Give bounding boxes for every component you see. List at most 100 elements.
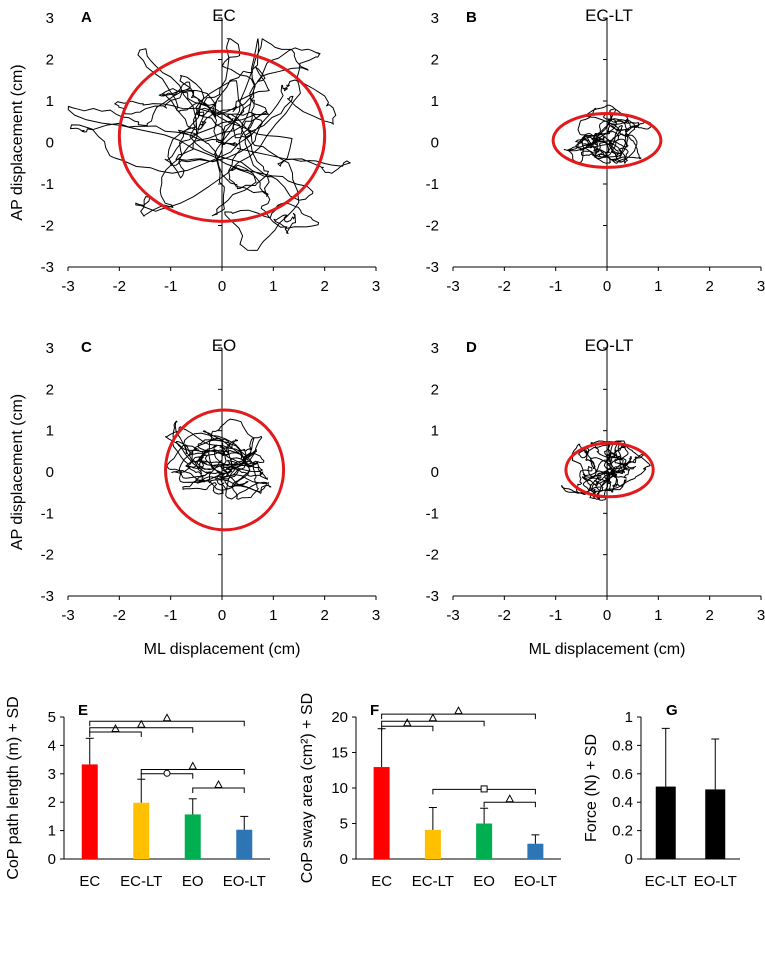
panel-f-category-label: EC-LT (412, 873, 454, 890)
panel-c-x-tick-label: 2 (320, 607, 328, 624)
panel-a-y-tick-label: -3 (41, 259, 54, 276)
panel-b-y-tick-label: 3 (431, 10, 439, 27)
panel-e-y-tick-label: 3 (48, 766, 56, 783)
panel-c-xlabel: ML displacement (cm) (144, 641, 301, 658)
panel-f-y-tick-label: 0 (340, 851, 348, 868)
panel-b-x-tick-label: -2 (498, 278, 511, 295)
panel-c-x-tick-label: -3 (61, 607, 74, 624)
panel-f-y-tick-label: 10 (331, 780, 348, 797)
panel-g-category-label: EC-LT (645, 873, 687, 890)
panel-e-significance-bracket (89, 720, 245, 727)
panel-g-bar-eo-lt (705, 789, 726, 859)
panel-d-y-tick-label: -3 (426, 588, 439, 605)
panel-e-bar-eo (184, 814, 201, 859)
panel-c-y-tick-label: -1 (41, 505, 54, 522)
panel-b-x-tick-label: 1 (654, 278, 662, 295)
panel-a-y-tick-label: -2 (41, 218, 54, 235)
panel-e-category-label: EO-LT (223, 873, 266, 890)
panel-a-x-tick-label: 1 (269, 278, 277, 295)
panel-b-y-tick-label: 2 (431, 52, 439, 69)
panel-f-triangle-marker (402, 718, 412, 727)
panel-e-triangle-marker (162, 713, 172, 722)
panel-d-cop-trace (561, 440, 651, 501)
panel-d-x-tick-label: 1 (654, 607, 662, 624)
panel-c-y-tick-label: 0 (46, 464, 54, 481)
panel-f-y-tick-label: 20 (331, 709, 348, 726)
panel-g-y-tick-label: 1 (625, 709, 633, 726)
panel-b-y-tick-label: 1 (431, 93, 439, 110)
panel-f-y-tick-label: 5 (340, 816, 348, 833)
panel-a-y-tick-label: -1 (41, 176, 54, 193)
panel-e-y-tick-label: 5 (48, 709, 56, 726)
panel-d-x-tick-label: 0 (603, 607, 611, 624)
panel-e-y-tick-label: 2 (48, 794, 56, 811)
panel-c-label: C (81, 339, 92, 356)
panel-b-y-tick-label: -3 (426, 259, 439, 276)
panel-f-ylabel: CoP sway area (cm²) + SD (299, 693, 316, 883)
panel-f-label: F (370, 702, 379, 719)
panel-e-bar-ec-lt (133, 802, 150, 859)
panel-c-ylabel: AP displacement (cm) (9, 394, 26, 550)
panel-a-confidence-ellipse (117, 49, 327, 223)
panel-f-triangle-marker (428, 713, 438, 722)
panel-f-bar-eo (476, 823, 493, 859)
panel-d-xlabel: ML displacement (cm) (529, 641, 686, 658)
panel-e-triangle-marker (136, 719, 146, 728)
panel-b-y-tick-label: -1 (426, 176, 439, 193)
panel-a-y-tick-label: 2 (46, 52, 54, 69)
panel-b-label: B (466, 9, 477, 26)
panel-d-y-tick-label: 0 (431, 464, 439, 481)
panel-b-y-tick-label: 0 (431, 135, 439, 152)
panel-e-bar-eo-lt (236, 829, 253, 859)
panel-d-y-tick-label: -1 (426, 505, 439, 522)
panel-f-y-tick-label: 15 (331, 745, 348, 762)
panel-d-x-tick-label: -1 (549, 607, 562, 624)
panel-d-label: D (466, 339, 477, 356)
panel-e-circle-marker (163, 769, 171, 777)
panel-c-y-tick-label: -2 (41, 547, 54, 564)
panel-a-x-tick-label: -3 (61, 278, 74, 295)
panel-c-cop-trace (165, 418, 272, 500)
panel-g-label: G (666, 702, 678, 719)
panel-e-significance-bracket (89, 731, 142, 738)
panel-g-ylabel: Force (N) + SD (583, 734, 600, 842)
panel-a-y-tick-label: 1 (46, 93, 54, 110)
panel-b-x-tick-label: -1 (549, 278, 562, 295)
panel-c-y-tick-label: 1 (46, 423, 54, 440)
panel-f-bar-ec-lt (424, 829, 441, 859)
panel-a-x-tick-label: -1 (164, 278, 177, 295)
panel-a-x-tick-label: -2 (113, 278, 126, 295)
panel-e-label: E (78, 702, 88, 719)
panel-e-y-tick-label: 1 (48, 823, 56, 840)
panel-d-confidence-ellipse (564, 441, 655, 499)
panel-d-x-tick-label: 2 (705, 607, 713, 624)
panel-f-significance-bracket (381, 725, 434, 732)
panel-f-category-label: EO-LT (514, 873, 557, 890)
panel-f-significance-bracket (483, 801, 536, 808)
panel-c-x-tick-label: 0 (218, 607, 226, 624)
panel-a-ylabel: AP displacement (cm) (9, 64, 26, 220)
panel-a-x-tick-label: 3 (372, 278, 380, 295)
panel-f-significance-bracket (381, 713, 536, 720)
panel-d-title: EO-LT (585, 336, 634, 355)
panel-g-y-tick-label: 0 (625, 851, 633, 868)
panel-d-x-tick-label: 3 (757, 607, 765, 624)
panel-a-y-tick-label: 3 (46, 10, 54, 27)
panel-b-cop-trace (563, 104, 652, 164)
panel-d-y-tick-label: -2 (426, 547, 439, 564)
panel-b-x-tick-label: 0 (603, 278, 611, 295)
panel-b-x-tick-label: 2 (705, 278, 713, 295)
panel-c-x-tick-label: -1 (164, 607, 177, 624)
panel-e-y-tick-label: 0 (48, 851, 56, 868)
panel-a-y-tick-label: 0 (46, 135, 54, 152)
panel-b-x-tick-label: 3 (757, 278, 765, 295)
panel-f-bar-eo-lt (527, 843, 544, 859)
panel-e-category-label: EC (79, 873, 100, 890)
panel-e-triangle-marker (214, 779, 223, 788)
panel-a-label: A (81, 9, 92, 26)
panel-b-y-tick-label: -2 (426, 218, 439, 235)
panel-d-y-tick-label: 3 (431, 340, 439, 357)
panel-f-category-label: EO (473, 873, 495, 890)
panel-d-y-tick-label: 2 (431, 381, 439, 398)
